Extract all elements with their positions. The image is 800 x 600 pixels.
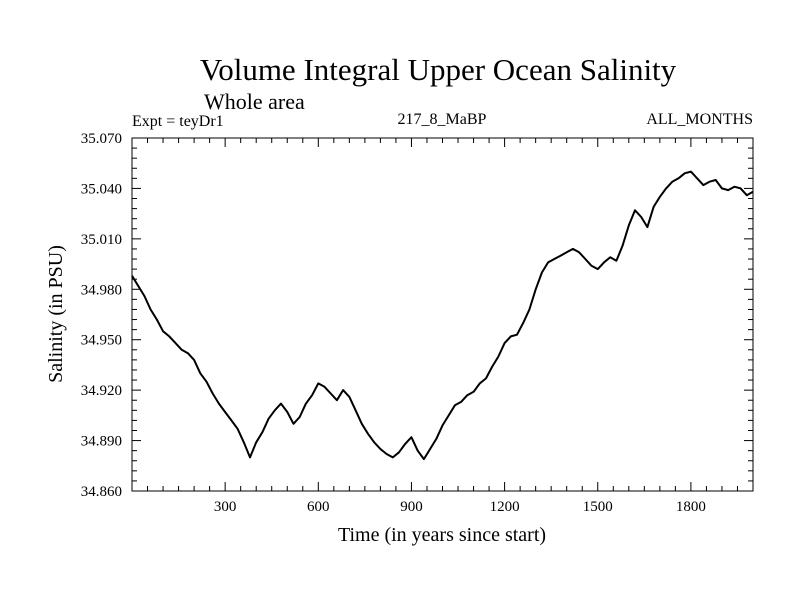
run-label: 217_8_MaBP [398,111,487,128]
y-tick-label: 34.950 [81,333,122,349]
y-tick-label: 34.890 [81,434,122,450]
plot-frame [131,137,754,492]
y-tick-label: 34.980 [81,282,122,298]
y-tick-label: 35.040 [81,181,122,197]
x-tick-label: 1200 [490,499,520,515]
y-tick-labels: 34.860 34.890 34.920 34.950 34.980 35.010 35.0… [81,131,122,500]
y-tick-label: 34.860 [81,484,122,500]
x-tick-label: 600 [307,499,330,515]
y-axis-label: Salinity (in PSU) [45,245,67,383]
x-tick-label: 300 [214,499,237,515]
x-axis-label: Time (in years since start) [338,524,546,546]
salinity-series-line [131,170,754,461]
y-tick-label: 34.920 [81,383,122,399]
series-group [131,170,754,461]
chart-title: Volume Integral Upper Ocean Salinity [200,52,677,87]
axis-ticks [132,138,753,491]
x-tick-labels: 300 600 900 1200 1500 1800 [214,499,706,515]
chart-subtitle: Whole area [204,89,305,114]
months-label: ALL_MONTHS [646,111,753,128]
experiment-label: Expt = teyDr1 [132,113,224,130]
y-tick-label: 35.010 [81,232,122,248]
y-tick-label: 35.070 [81,131,122,147]
x-tick-label: 900 [400,499,423,515]
x-tick-label: 1800 [676,499,706,515]
x-tick-label: 1500 [583,499,613,515]
